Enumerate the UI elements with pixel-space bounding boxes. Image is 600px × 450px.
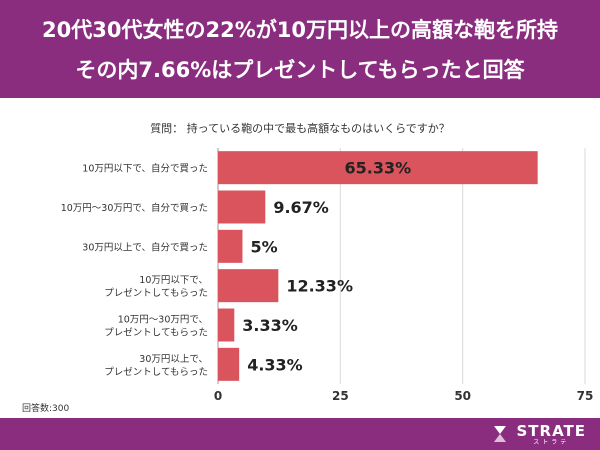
bar	[218, 151, 538, 185]
data-label: 65.33%	[345, 159, 412, 178]
x-tick-label: 0	[214, 389, 222, 403]
logo-subtext: ストラテ	[533, 438, 570, 446]
bar	[218, 229, 243, 263]
data-label: 3.33%	[242, 316, 298, 335]
bar	[218, 269, 279, 303]
strate-logo: STRATE ストラテ	[490, 422, 586, 446]
data-label: 9.67%	[273, 198, 329, 217]
x-tick-label: 50	[454, 389, 471, 403]
header-banner: 20代30代女性の22%が10万円以上の高額な鞄を所持 その内7.66%はプレゼ…	[0, 0, 600, 98]
category-label: 10万円〜30万円で、自分で買った	[61, 202, 208, 214]
category-label: プレゼントしてもらった	[104, 366, 208, 378]
strate-logo-icon	[494, 426, 507, 442]
x-tick-label: 75	[577, 389, 594, 403]
category-label: 30万円以上で、自分で買った	[82, 241, 208, 253]
logo-wordmark: STRATE	[516, 421, 586, 440]
headline-line-1: 20代30代女性の22%が10万円以上の高額な鞄を所持	[42, 18, 558, 42]
bar	[218, 190, 266, 224]
bar	[218, 308, 235, 342]
survey-question: 質問： 持っている鞄の中で最も高額なものはいくらですか？	[150, 122, 450, 135]
bar	[218, 347, 240, 381]
category-label: 10万円以下で、自分で買った	[82, 163, 208, 175]
category-label: プレゼントしてもらった	[104, 327, 208, 339]
bar-chart: 0 25 50 75 10万円以下で、自分で買った 65.33% 10万円〜30万円で、自分…	[61, 148, 594, 403]
respondent-count: 回答数:300	[22, 404, 70, 414]
category-label: プレゼントしてもらった	[104, 287, 208, 299]
data-label: 4.33%	[247, 355, 303, 374]
x-tick-label: 25	[332, 389, 349, 403]
category-label: 10万円〜30万円で、	[118, 315, 208, 326]
footer-banner: STRATE ストラテ	[0, 418, 600, 450]
category-label: 10万円以下で、	[139, 275, 208, 286]
category-label: 30万円以上で、	[139, 354, 208, 365]
data-label: 5%	[250, 237, 277, 256]
data-label: 12.33%	[286, 277, 353, 296]
headline-line-2: その内7.66%はプレゼントしてもらったと回答	[75, 58, 525, 82]
